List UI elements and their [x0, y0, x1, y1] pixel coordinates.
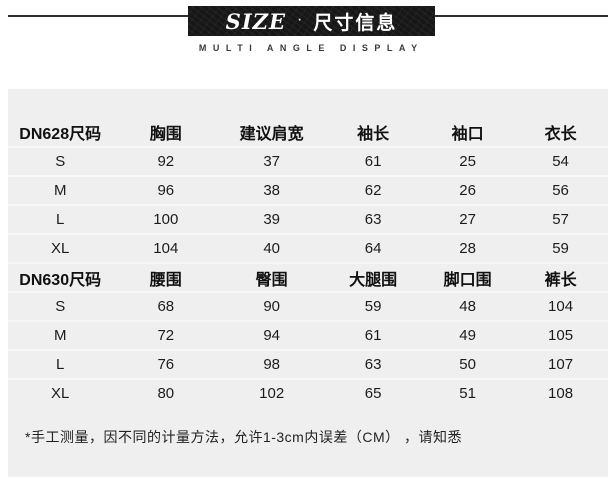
column-header: 臀围: [255, 271, 288, 289]
table-cell: L: [56, 211, 65, 228]
table-cell: 105: [548, 327, 574, 344]
table-cell: L: [56, 356, 65, 373]
table-cell: 96: [157, 182, 175, 199]
table-cell: 63: [364, 211, 382, 228]
column-header: 脚口围: [443, 271, 492, 289]
column-header: 腰围: [149, 271, 182, 289]
column-header: 衣长: [544, 125, 577, 143]
table-row: S 68 90 59 48 104: [8, 291, 608, 320]
table-cell: 102: [259, 385, 285, 402]
table-header-row: DN628尺码 胸围 建议肩宽 袖长 袖口 衣长: [8, 117, 608, 146]
table-cell: 25: [459, 153, 476, 170]
table-row: XL 104 40 64 28 59: [8, 233, 608, 262]
title-zh: 尺寸信息: [313, 12, 398, 34]
table-cell: 100: [153, 211, 179, 228]
table-row: S 92 37 61 25 54: [8, 146, 608, 175]
table-cell: 61: [364, 327, 382, 344]
table-cell: 62: [364, 182, 382, 199]
table-cell: 57: [552, 211, 569, 228]
column-header: DN630尺码: [19, 271, 102, 289]
table-cell: 94: [263, 327, 281, 344]
table-cell: 72: [157, 327, 175, 344]
column-header: DN628尺码: [19, 125, 102, 143]
table-cell: 37: [263, 153, 281, 170]
table-row: XL 80 102 65 51 108: [8, 378, 608, 407]
table-cell: 27: [459, 211, 476, 228]
table-cell: 64: [364, 240, 382, 257]
table-cell: S: [55, 153, 66, 170]
table-cell: 56: [552, 182, 569, 199]
table-cell: 68: [157, 298, 175, 315]
table-cell: 59: [552, 240, 569, 257]
table-header-row: DN630尺码 腰围 臀围 大腿围 脚口围 裤长: [8, 262, 608, 291]
table-cell: 92: [157, 153, 175, 170]
table-row: M 96 38 62 26 56: [8, 175, 608, 204]
table-cell: 76: [157, 356, 175, 373]
table-row: M 72 94 61 49 105: [8, 320, 608, 349]
table-cell: 51: [459, 385, 476, 402]
table-cell: 61: [364, 153, 382, 170]
size-table-panel: DN628尺码 胸围 建议肩宽 袖长 袖口 衣长 S 92 37 61 25 54 M 96 38 62 26 5…: [8, 89, 608, 477]
table-cell: 38: [263, 182, 281, 199]
table-cell: XL: [51, 385, 70, 402]
table-cell: 59: [364, 298, 382, 315]
column-header: 大腿围: [349, 271, 398, 289]
table-cell: 108: [548, 385, 574, 402]
table-cell: 48: [459, 298, 476, 315]
column-header: 建议肩宽: [239, 125, 304, 143]
table-cell: 104: [153, 240, 179, 257]
table-cell: 65: [364, 385, 382, 402]
table-cell: 98: [263, 356, 281, 373]
table-cell: 39: [263, 211, 281, 228]
section-header: SIZE · 尺寸信息 MULTI ANGLE DISPLAY: [0, 0, 616, 89]
table-cell: 40: [263, 240, 281, 257]
table-cell: XL: [51, 240, 70, 257]
table-row: L 76 98 63 50 107: [8, 349, 608, 378]
table-cell: 28: [459, 240, 476, 257]
table-cell: 104: [548, 298, 574, 315]
table-cell: 80: [157, 385, 175, 402]
table-cell: 26: [459, 182, 476, 199]
title-banner: SIZE · 尺寸信息: [188, 6, 435, 36]
table-cell: 49: [459, 327, 476, 344]
measurement-note: *手工测量，因不同的计量方法，允许1-3cm内误差（CM） ，请知悉: [25, 429, 463, 445]
table-cell: M: [53, 182, 67, 199]
column-header: 裤长: [544, 271, 577, 289]
table-cell: 90: [263, 298, 281, 315]
column-header: 袖口: [451, 125, 484, 143]
size-table: DN628尺码 胸围 建议肩宽 袖长 袖口 衣长 S 92 37 61 25 54 M 96 38 62 26 5…: [8, 117, 608, 407]
table-cell: 107: [548, 356, 574, 373]
table-cell: 50: [459, 356, 476, 373]
table-cell: 54: [552, 153, 569, 170]
table-cell: M: [53, 327, 67, 344]
column-header: 胸围: [149, 125, 182, 143]
title-separator-dot: ·: [296, 11, 303, 28]
table-cell: S: [55, 298, 66, 315]
subtitle: MULTI ANGLE DISPLAY: [198, 43, 424, 53]
column-header: 袖长: [357, 125, 390, 143]
table-row: L 100 39 63 27 57: [8, 204, 608, 233]
table-cell: 63: [364, 356, 382, 373]
title-en: SIZE: [225, 8, 286, 34]
